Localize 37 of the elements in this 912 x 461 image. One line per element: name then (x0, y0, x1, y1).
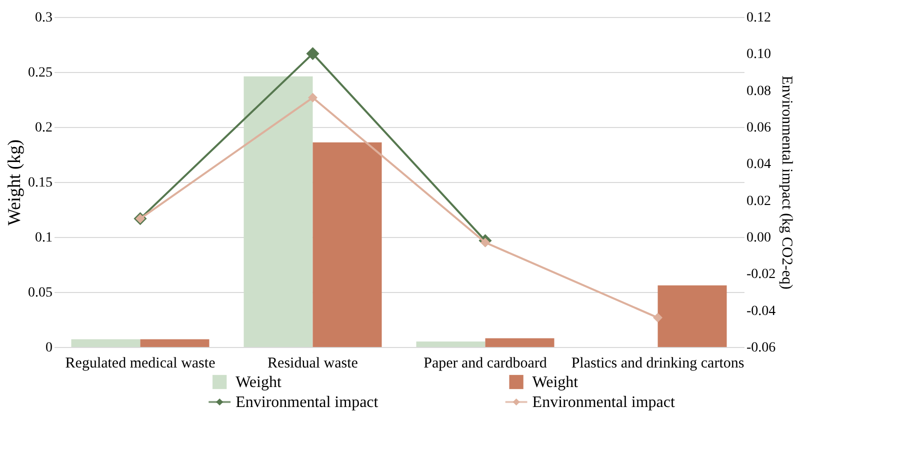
y-tick-label: 0.05 (28, 286, 52, 300)
point (308, 92, 318, 102)
bar (416, 342, 486, 347)
x-tick-label: Plastics and drinking cartons (571, 356, 744, 372)
point (306, 47, 320, 60)
y2-tick-label: 0.02 (746, 194, 771, 209)
y2-tick-label: 0.00 (746, 230, 771, 246)
y2-tick-label: 0.04 (746, 157, 771, 172)
y2-tick-label: -0.04 (746, 304, 776, 319)
y2-tick-label: 0.12 (746, 10, 771, 26)
point (653, 312, 662, 322)
y-tick-label: 0.25 (28, 66, 52, 80)
y-tick-label: 0.3 (35, 10, 52, 26)
y2-axis-title: Environmental impact (kg CO2-eq) (778, 76, 795, 290)
x-tick-label: Residual waste (268, 356, 358, 372)
bar (140, 339, 210, 347)
y2-tick-label: -0.02 (746, 267, 776, 282)
bar (244, 76, 313, 347)
y-axis-title: Weight (kg) (4, 139, 24, 226)
bar (71, 339, 140, 347)
legend-label: Environmental impact (236, 394, 379, 411)
legend-label: Weight (532, 374, 579, 391)
x-tick-label: Paper and cardboard (424, 356, 548, 372)
y2-tick-label: 0.10 (746, 47, 771, 62)
y2-tick-label: -0.06 (746, 340, 776, 356)
y-tick-label: 0.2 (35, 120, 52, 136)
legend-label: Weight (236, 374, 282, 391)
y-tick-label: 0.1 (35, 230, 52, 246)
bar (485, 338, 554, 347)
bar (312, 142, 382, 347)
legend-label: Environmental impact (532, 394, 676, 411)
y2-tick-label: 0.06 (746, 120, 771, 136)
y-tick-label: 0.15 (28, 176, 52, 190)
bar (658, 285, 727, 347)
x-tick-label: Regulated medical waste (65, 356, 216, 372)
y2-tick-label: 0.08 (746, 84, 771, 99)
y-tick-label: 0 (46, 340, 52, 356)
